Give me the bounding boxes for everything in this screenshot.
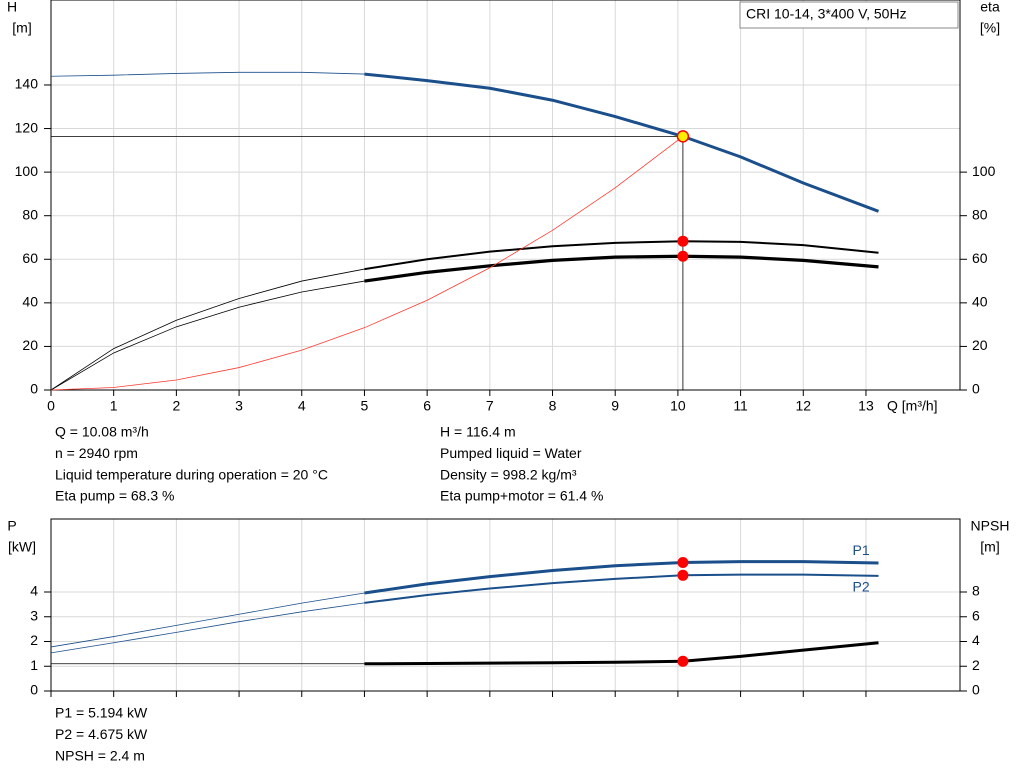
plot-frame [50, 518, 961, 692]
y-tick-label: 1 [30, 657, 38, 673]
y-tick-label: 80 [22, 206, 38, 222]
operating-point [677, 569, 689, 581]
info-text: n = 2940 rpm [55, 445, 138, 461]
info-text: Eta pump+motor = 61.4 % [440, 488, 603, 504]
y2-tick-label: 20 [972, 337, 988, 353]
x-tick-label: 2 [172, 398, 180, 414]
x-axis-label: Q [m³/h] [887, 398, 938, 414]
y2-tick-label: 100 [972, 163, 996, 179]
y-tick-label: 140 [15, 76, 39, 92]
info-text: P1 = 5.194 kW [55, 705, 148, 721]
x-tick-label: 8 [549, 398, 557, 414]
info-text: Eta pump = 68.3 % [55, 488, 174, 504]
operating-point [677, 556, 689, 568]
y2-axis-label: [m] [980, 539, 999, 555]
y-axis-label: P [7, 518, 16, 534]
info-text: Liquid temperature during operation = 20… [55, 466, 328, 482]
operating-point [677, 250, 689, 262]
y-tick-label: 40 [22, 294, 38, 310]
series-label: P1 [853, 542, 870, 558]
curve [50, 602, 365, 654]
series-label: P2 [853, 579, 870, 595]
y-tick-label: 0 [30, 682, 38, 698]
x-tick-label: 10 [670, 398, 686, 414]
curve [50, 280, 365, 391]
x-tick-label: 3 [235, 398, 243, 414]
curve [364, 240, 879, 271]
y2-tick-label: 2 [972, 657, 980, 673]
operating-point [677, 235, 689, 247]
y2-tick-label: 8 [972, 583, 980, 599]
y-tick-label: 0 [30, 381, 38, 397]
y2-tick-label: 80 [972, 206, 988, 222]
curve [364, 72, 880, 213]
y-axis-label: H [7, 0, 17, 15]
curve [364, 560, 879, 595]
info-text: NPSH = 2.4 m [55, 747, 145, 763]
y-tick-label: 120 [15, 119, 39, 135]
info-text: P2 = 4.675 kW [55, 726, 148, 742]
x-tick-label: 11 [733, 398, 748, 414]
plot-frame [50, 0, 961, 391]
x-tick-label: 13 [858, 398, 874, 414]
y-tick-label: 4 [30, 583, 38, 599]
y-tick-label: 2 [30, 632, 38, 648]
info-text: Pumped liquid = Water [440, 445, 582, 461]
operating-point [676, 130, 690, 143]
curve [364, 641, 879, 666]
y2-axis-label: [%] [980, 20, 1000, 36]
y-tick-label: 60 [22, 250, 38, 266]
y-axis-label: [m] [12, 20, 31, 36]
x-tick-label: 4 [298, 398, 306, 414]
x-tick-label: 9 [611, 398, 619, 414]
curve [50, 136, 684, 391]
info-text: Density = 998.2 kg/m³ [440, 466, 577, 482]
operating-point [677, 655, 689, 667]
y-axis-label: [kW] [8, 539, 36, 555]
y-tick-label: 100 [15, 163, 39, 179]
curve [364, 573, 879, 604]
y2-tick-label: 0 [972, 682, 980, 698]
y-tick-label: 20 [22, 337, 38, 353]
x-tick-label: 1 [110, 398, 118, 414]
y2-axis-label: eta [980, 0, 1000, 15]
y2-axis-label: NPSH [971, 518, 1010, 534]
x-tick-label: 0 [47, 398, 55, 414]
x-tick-label: 5 [361, 398, 369, 414]
y2-tick-label: 4 [972, 632, 980, 648]
y-tick-label: 3 [30, 607, 38, 623]
y2-tick-label: 6 [972, 607, 980, 623]
curve [50, 592, 365, 648]
info-text: Q = 10.08 m³/h [55, 424, 149, 440]
y2-tick-label: 40 [972, 294, 988, 310]
curve [50, 71, 365, 77]
title-box [739, 1, 959, 29]
chart-title: CRI 10-14, 3*400 V, 50Hz [746, 6, 907, 22]
curve [50, 268, 365, 391]
x-tick-label: 7 [486, 398, 494, 414]
info-text: H = 116.4 m [440, 424, 516, 440]
y2-tick-label: 0 [972, 381, 980, 397]
x-tick-label: 12 [795, 398, 811, 414]
x-tick-label: 6 [423, 398, 431, 414]
y2-tick-label: 60 [972, 250, 988, 266]
curve [364, 254, 879, 283]
